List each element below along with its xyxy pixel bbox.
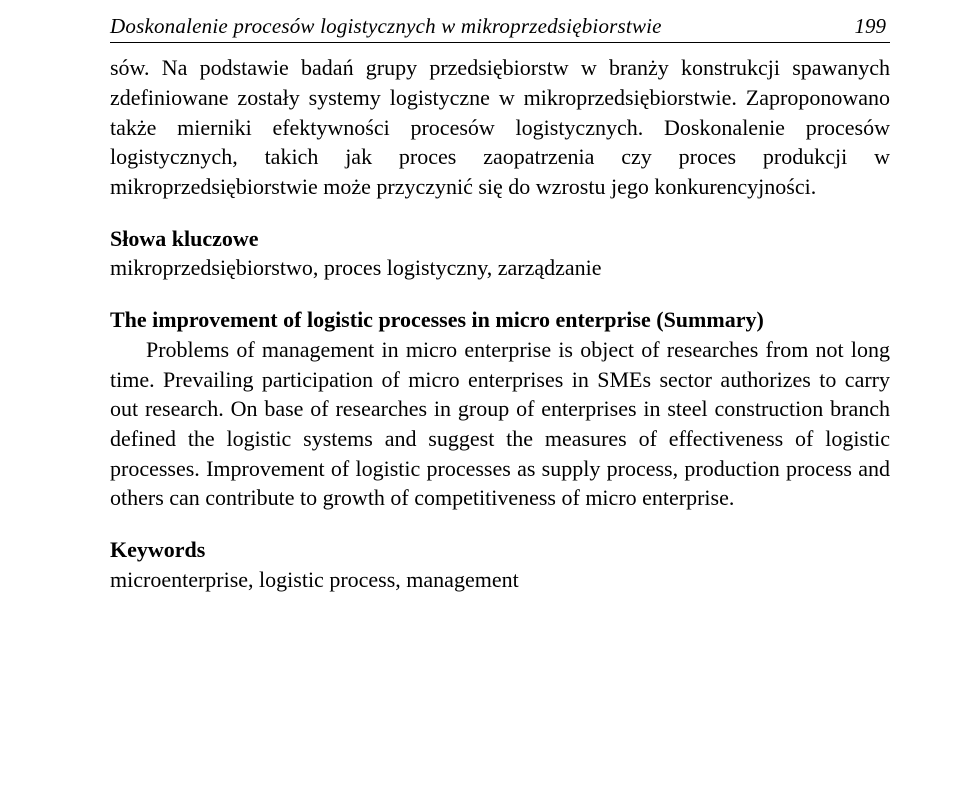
page: Doskonalenie procesów logistycznych w mi…: [0, 0, 960, 811]
keywords-heading: Keywords: [110, 535, 890, 565]
slowa-kluczowe-heading: Słowa kluczowe: [110, 224, 890, 254]
abstract-paragraph-pl: sów. Na podstawie badań grupy przedsiębi…: [110, 53, 890, 201]
page-number: 199: [855, 12, 887, 40]
running-title: Doskonalenie procesów logistycznych w mi…: [110, 12, 662, 40]
summary-heading: The improvement of logistic processes in…: [110, 305, 890, 335]
slowa-kluczowe-text: mikroprzedsiębiorstwo, proces logistyczn…: [110, 253, 890, 283]
summary-paragraph-en: Problems of management in micro enterpri…: [110, 335, 890, 513]
keywords-text: microenterprise, logistic process, manag…: [110, 565, 890, 595]
running-header: Doskonalenie procesów logistycznych w mi…: [110, 12, 890, 40]
header-rule: [110, 42, 890, 43]
summary-text: Problems of management in micro enterpri…: [110, 337, 890, 510]
